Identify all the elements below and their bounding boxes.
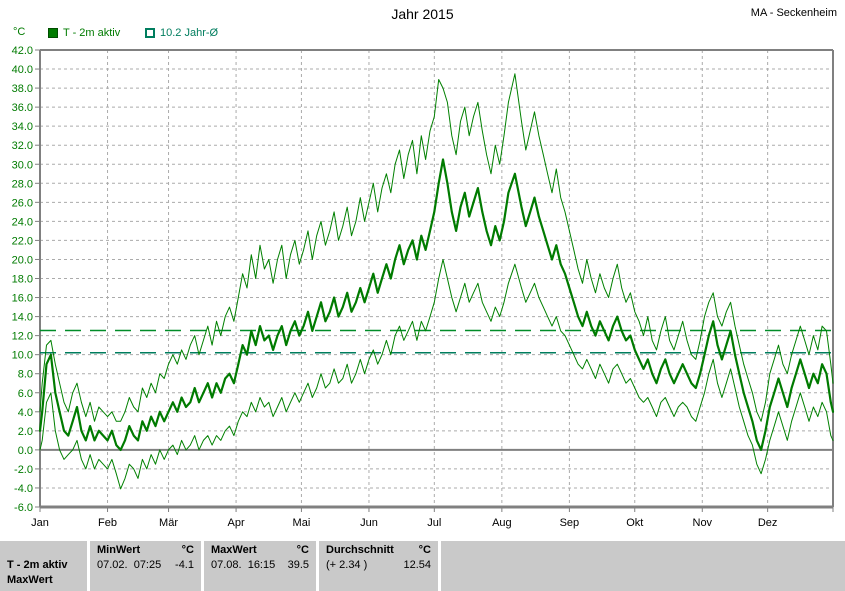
svg-text:4.0: 4.0 (18, 407, 33, 419)
svg-text:20.0: 20.0 (12, 254, 33, 266)
svg-text:38.0: 38.0 (12, 83, 33, 95)
svg-text:32.0: 32.0 (12, 140, 33, 152)
svg-text:24.0: 24.0 (12, 216, 33, 228)
svg-text:16.0: 16.0 (12, 293, 33, 305)
svg-text:Jun: Jun (360, 517, 378, 529)
svg-text:Apr: Apr (228, 517, 245, 529)
svg-text:2.0: 2.0 (18, 426, 33, 438)
svg-text:Okt: Okt (626, 517, 643, 529)
svg-text:26.0: 26.0 (12, 197, 33, 209)
minwert-time: 07.02. 07:25 (97, 559, 162, 571)
legend-item-t2m[interactable]: T - 2m aktiv (48, 27, 120, 39)
legend-open-square-icon (145, 28, 155, 38)
station-name: MA - Seckenheim (750, 7, 837, 19)
svg-text:6.0: 6.0 (18, 388, 33, 400)
svg-text:18.0: 18.0 (12, 274, 33, 286)
svg-text:10.0: 10.0 (12, 350, 33, 362)
axis-ticks (35, 49, 834, 512)
svg-text:Nov: Nov (693, 517, 713, 529)
legend-item-10year-avg[interactable]: 10.2 Jahr-Ø (145, 27, 218, 39)
page-title: Jahr 2015 (391, 6, 454, 22)
grid-lines (40, 50, 833, 507)
y-axis-unit-label: °C (13, 26, 26, 38)
x-month-labels: Jan Feb Mär Apr Mai Jun Jul Aug Sep Okt Nov Dez (31, 517, 777, 529)
maxwert-time: 07.08. 16:15 (211, 559, 276, 571)
stats-row-label-cell: T - 2m aktiv MaxWert (0, 541, 87, 591)
svg-text:36.0: 36.0 (12, 102, 33, 114)
minwert-value: -4.1 (175, 559, 194, 571)
svg-text:22.0: 22.0 (12, 235, 33, 247)
svg-text:Mai: Mai (293, 517, 311, 529)
legend-filled-square-icon (48, 28, 58, 38)
y-tick-labels: 42.0 40.0 38.0 36.0 34.0 32.0 30.0 28.0 26.0 24.0… (12, 45, 33, 514)
svg-text:12.0: 12.0 (12, 331, 33, 343)
stats-min-cell: MinWert °C 07.02. 07:25 -4.1 (90, 541, 201, 591)
svg-text:-2.0: -2.0 (14, 464, 33, 476)
svg-text:Aug: Aug (492, 517, 512, 529)
svg-text:40.0: 40.0 (12, 64, 33, 76)
durchschnitt-value: 12.54 (403, 559, 431, 571)
series-lines (38, 73, 835, 490)
durchschnitt-header: Durchschnitt (326, 544, 394, 556)
svg-text:34.0: 34.0 (12, 121, 33, 133)
durchschnitt-unit: °C (418, 544, 431, 556)
durchschnitt-note: (+ 2.34 ) (326, 559, 368, 571)
svg-text:30.0: 30.0 (12, 159, 33, 171)
svg-text:42.0: 42.0 (12, 45, 33, 57)
svg-text:14.0: 14.0 (12, 312, 33, 324)
stats-empty-cell (441, 541, 845, 591)
maxwert-header: MaxWert (211, 544, 257, 556)
svg-text:Sep: Sep (560, 517, 580, 529)
svg-text:Mär: Mär (159, 517, 178, 529)
minwert-unit: °C (181, 544, 194, 556)
stats-row2-label-partial: MaxWert (7, 574, 53, 586)
svg-text:-6.0: -6.0 (14, 502, 33, 514)
legend-label-10year-avg: 10.2 Jahr-Ø (160, 27, 219, 39)
average-reference-lines (40, 329, 833, 354)
svg-text:0.0: 0.0 (18, 445, 33, 457)
minwert-header: MinWert (97, 544, 141, 556)
svg-text:Feb: Feb (98, 517, 117, 529)
svg-text:Jul: Jul (427, 517, 441, 529)
svg-text:-4.0: -4.0 (14, 483, 33, 495)
maxwert-value: 39.5 (287, 559, 309, 571)
maxwert-unit: °C (296, 544, 309, 556)
stats-avg-cell: Durchschnitt °C (+ 2.34 ) 12.54 (319, 541, 438, 591)
legend-label-t2m: T - 2m aktiv (63, 27, 121, 39)
temperature-chart: 42.0 40.0 38.0 36.0 34.0 32.0 30.0 28.0 26.0 24.0… (12, 45, 835, 529)
stats-max-cell: MaxWert °C 07.08. 16:15 39.5 (204, 541, 316, 591)
svg-text:Dez: Dez (758, 517, 778, 529)
svg-text:Jan: Jan (31, 517, 49, 529)
svg-text:28.0: 28.0 (12, 178, 33, 190)
svg-text:8.0: 8.0 (18, 369, 33, 381)
stats-row1-label: T - 2m aktiv (7, 559, 68, 571)
